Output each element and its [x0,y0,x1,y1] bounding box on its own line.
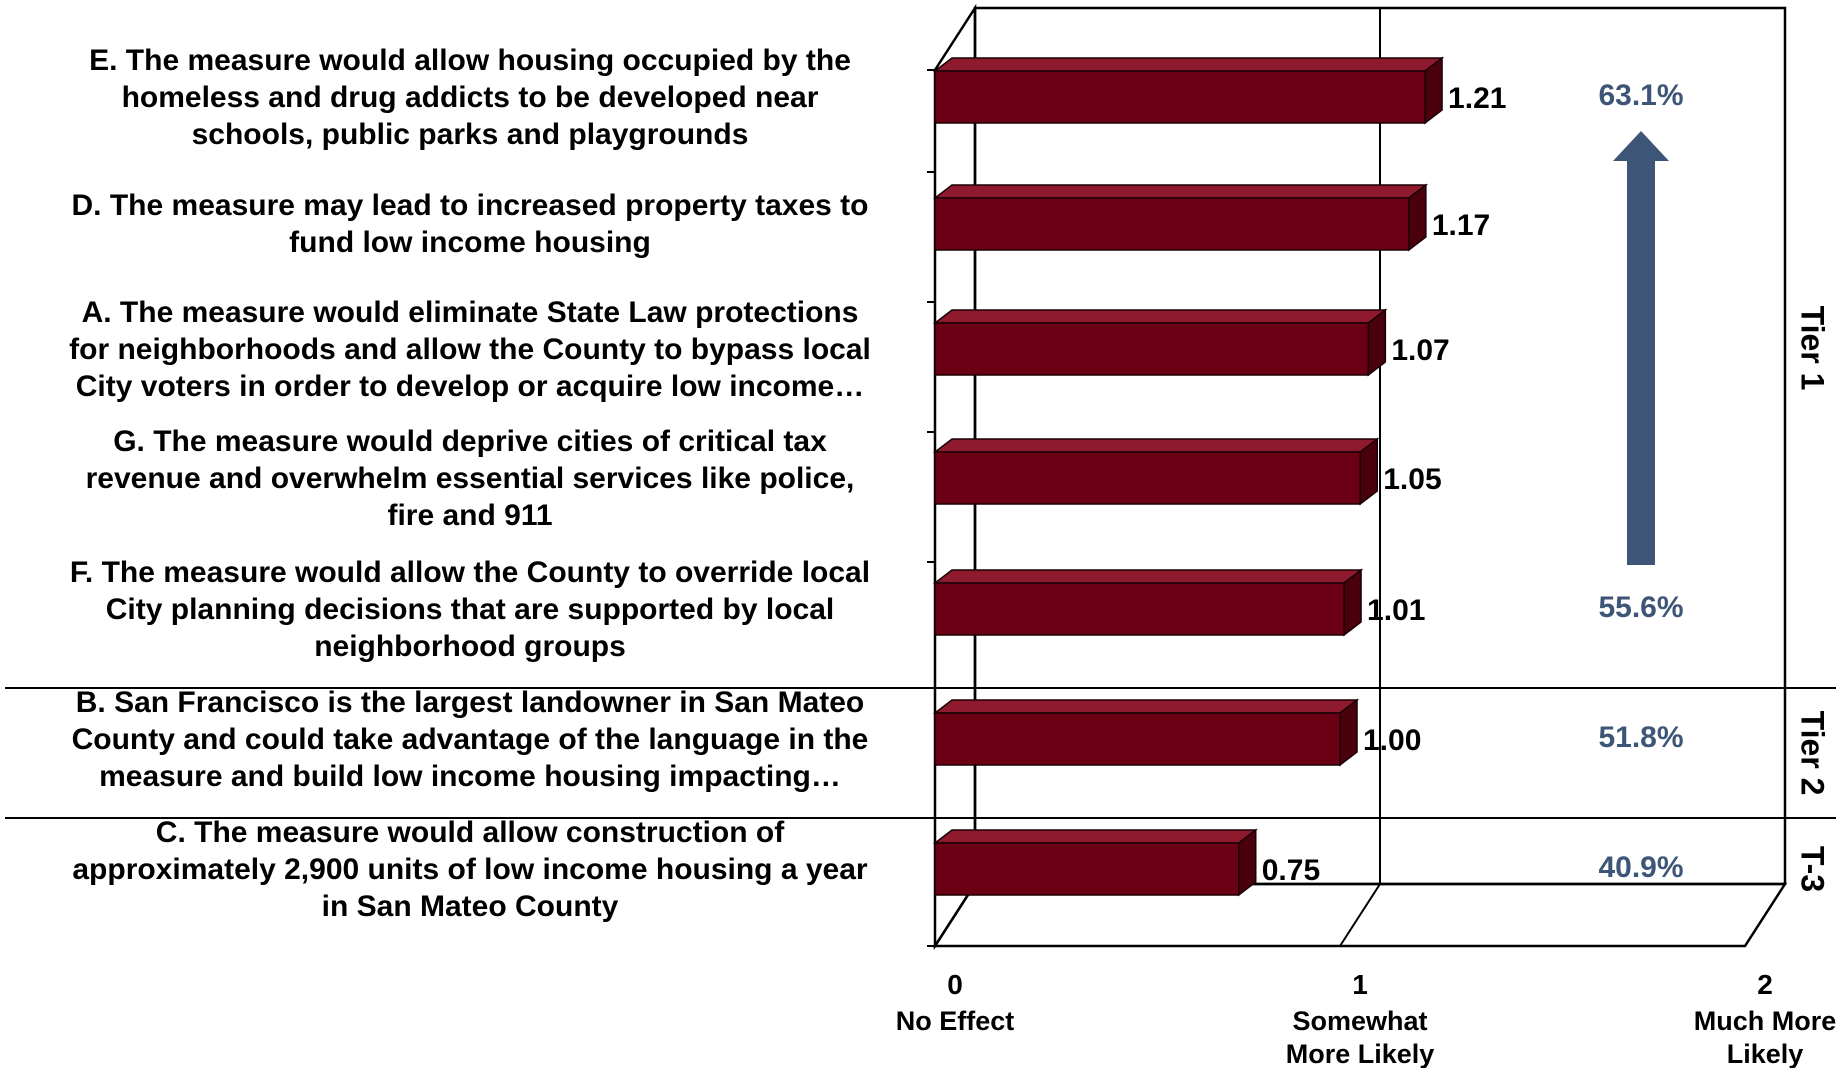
category-label-line: B. San Francisco is the largest landowne… [75,685,865,719]
category-label-line: measure and build low income housing imp… [99,759,841,793]
category-label: D. The measure may lead to increased pro… [20,187,920,261]
data-label: 1.07 [1391,334,1449,367]
data-label: 1.01 [1367,594,1425,627]
category-label-line: schools, public parks and playgrounds [191,117,749,151]
category-label-line: City planning decisions that are support… [105,592,835,626]
percent-annotation: 63.1% [1598,79,1683,112]
percent-annotation: 51.8% [1598,721,1683,754]
data-label: 1.21 [1448,82,1506,115]
bar [934,197,1410,251]
category-label-line: approximately 2,900 units of low income … [72,852,868,886]
floor-gridline-1 [1339,883,1381,947]
x-tick-label: Somewhat [1292,1006,1427,1036]
category-label-line: in San Mateo County [321,889,619,923]
category-label: E. The measure would allow housing occup… [20,42,920,153]
bar-top [932,699,1360,714]
tier-label: T-3 [1795,846,1831,892]
bar [934,70,1426,124]
percent-annotation: 40.9% [1598,851,1683,884]
category-label: A. The measure would eliminate State Law… [20,294,920,405]
x-tick-label: Much More [1694,1006,1837,1036]
category-label-line: F. The measure would allow the County to… [69,555,871,589]
data-label: 1.00 [1363,724,1421,757]
category-label: G. The measure would deprive cities of c… [20,423,920,534]
bar-top [932,57,1445,72]
category-label: B. San Francisco is the largest landowne… [20,684,920,795]
category-label-line: E. The measure would allow housing occup… [89,43,851,77]
bar [934,451,1361,505]
x-tick-label: No Effect [896,1006,1015,1036]
category-label-line: for neighborhoods and allow the County t… [69,332,871,366]
x-tick-label: Likely [1727,1039,1804,1068]
category-label-line: fund low income housing [289,226,651,259]
bar-top [932,184,1429,199]
x-tick-number: 0 [947,969,963,1000]
category-label-line: homeless and drug addicts to be develope… [121,80,819,114]
category-label-line: revenue and overwhelm essential services… [85,461,855,495]
category-label: F. The measure would allow the County to… [20,554,920,665]
tier-label: Tier 1 [1795,306,1831,391]
category-label-line: G. The measure would deprive cities of c… [113,424,827,458]
category-label-line: fire and 911 [387,498,553,532]
bar [934,322,1370,376]
bar [934,582,1345,636]
category-label-line: D. The measure may lead to increased pro… [71,189,869,222]
data-label: 1.05 [1383,463,1441,496]
category-label-line: C. The measure would allow construction … [155,815,785,849]
data-label: 1.17 [1432,209,1490,242]
category-label-line: A. The measure would eliminate State Law… [81,295,859,329]
bar-top [932,438,1380,453]
bar-top [932,829,1258,844]
tier-label: Tier 2 [1795,711,1831,796]
category-label-line: City voters in order to develop or acqui… [75,369,865,403]
bar [934,712,1341,766]
x-tick-label: More Likely [1286,1039,1435,1068]
category-label: C. The measure would allow construction … [20,814,920,925]
category-label-line: neighborhood groups [314,629,626,663]
bar-top [932,569,1364,584]
category-label-line: County and could take advantage of the l… [71,722,869,756]
percent-annotation: 55.6% [1598,591,1683,624]
bar-top [932,309,1388,324]
x-tick-number: 2 [1757,969,1773,1000]
x-tick-number: 1 [1352,969,1368,1000]
bars: 1.21 1.17 1.07 1.05 1.01 1.00 0.75 [932,56,1506,897]
data-label: 0.75 [1262,854,1320,887]
bar [934,842,1240,896]
up-arrow-icon [1613,131,1669,565]
